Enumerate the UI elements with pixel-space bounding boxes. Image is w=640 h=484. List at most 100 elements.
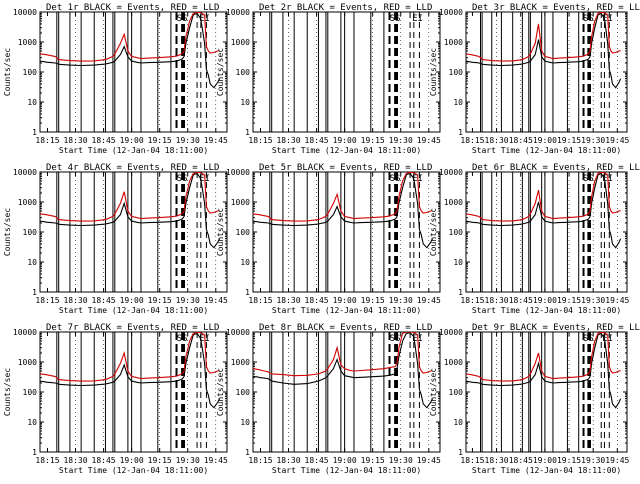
y-tick-label: 100 — [23, 388, 38, 397]
x-tick-label: 18:30 — [485, 296, 509, 305]
plot-frame — [252, 171, 441, 293]
y-tick-label: 10 — [453, 258, 463, 267]
panel-title: Det 5r BLACK = Events, RED = LLD — [259, 163, 432, 173]
y-axis-label: Counts/sec — [216, 48, 225, 96]
x-tick-label: 19:30 — [389, 456, 413, 465]
x-tick-label: 19:00 — [533, 296, 557, 305]
y-tick-label: 10000 — [13, 8, 37, 17]
x-tick-label: 18:30 — [485, 456, 509, 465]
x-tick-label: 18:30 — [276, 296, 300, 305]
plot-frame — [39, 331, 228, 453]
x-tick-label: 19:00 — [120, 296, 144, 305]
x-tick-label: 19:45 — [605, 136, 629, 145]
y-tick-label: 1 — [32, 288, 37, 297]
x-tick-label: 19:30 — [176, 136, 200, 145]
x-tick-label: 19:15 — [557, 456, 581, 465]
marker-ei: EI — [412, 14, 423, 24]
y-tick-label: 1 — [32, 448, 37, 457]
x-tick-label: 18:15 — [460, 136, 484, 145]
plot-frame — [465, 11, 628, 133]
x-tick-label: 19:30 — [581, 296, 605, 305]
x-tick-label: 18:45 — [509, 456, 533, 465]
lld-series-line — [253, 172, 433, 222]
events-series-line — [253, 332, 433, 409]
y-tick-label: 1000 — [231, 38, 250, 47]
lld-series-line — [40, 332, 220, 382]
lld-series-line — [40, 172, 220, 222]
x-tick-label: 18:15 — [35, 136, 59, 145]
events-series-line — [40, 172, 220, 249]
detector-panel-7: Det 7r BLACK = Events, RED = LLD 10000 100… — [3, 323, 228, 475]
panel-title: Det 3r BLACK = Events, RED = LLD — [472, 3, 640, 13]
x-axis-label: Start Time (12-Jan-04 18:11:00) — [59, 306, 208, 315]
y-axis-label: Counts/sec — [3, 368, 12, 416]
y-axis-label: Counts/sec — [3, 48, 12, 96]
x-tick-label: 18:45 — [305, 136, 329, 145]
panel-title: Det 4r BLACK = Events, RED = LLD — [46, 163, 219, 173]
x-tick-label: 19:45 — [605, 296, 629, 305]
x-tick-label: 19:00 — [533, 456, 557, 465]
x-tick-label: 18:30 — [63, 296, 87, 305]
y-tick-label: 100 — [236, 68, 251, 77]
x-tick-label: 19:15 — [361, 296, 385, 305]
y-axis-label: Counts/sec — [429, 208, 438, 256]
x-tick-label: 19:45 — [204, 296, 228, 305]
x-tick-label: 19:30 — [176, 296, 200, 305]
x-tick-label: 18:30 — [63, 136, 87, 145]
lld-series-line — [40, 12, 220, 62]
x-tick-label: 18:15 — [35, 456, 59, 465]
y-tick-label: 1000 — [231, 358, 250, 367]
plot-frame — [252, 331, 441, 453]
y-axis-label: Counts/sec — [429, 368, 438, 416]
y-tick-label: 100 — [449, 388, 464, 397]
x-tick-label: 19:00 — [120, 136, 144, 145]
events-series-line — [466, 12, 622, 89]
marker-ss: SS — [177, 14, 188, 24]
x-tick-label: 19:45 — [204, 456, 228, 465]
plot-frame — [252, 11, 441, 133]
x-tick-label: 18:15 — [248, 296, 272, 305]
y-tick-label: 10000 — [439, 168, 463, 177]
x-tick-label: 19:15 — [148, 136, 172, 145]
x-tick-label: 18:30 — [63, 456, 87, 465]
x-tick-label: 18:45 — [509, 136, 533, 145]
y-tick-label: 10 — [240, 418, 250, 427]
y-tick-label: 10000 — [13, 328, 37, 337]
y-tick-label: 1000 — [18, 198, 37, 207]
x-tick-label: 19:30 — [389, 136, 413, 145]
x-tick-label: 18:15 — [248, 136, 272, 145]
events-series-line — [466, 332, 622, 409]
lld-series-line — [466, 12, 621, 62]
x-tick-label: 19:30 — [581, 456, 605, 465]
x-tick-label: 18:15 — [35, 296, 59, 305]
y-tick-label: 100 — [449, 228, 464, 237]
y-tick-label: 10000 — [439, 328, 463, 337]
y-tick-label: 1 — [458, 288, 463, 297]
x-axis-label: Start Time (12-Jan-04 18:11:00) — [272, 466, 421, 475]
y-tick-label: 1 — [458, 448, 463, 457]
y-tick-label: 100 — [236, 228, 251, 237]
x-tick-label: 18:30 — [276, 456, 300, 465]
x-tick-label: 19:15 — [361, 456, 385, 465]
y-tick-label: 100 — [23, 228, 38, 237]
panel-title: Det 1r BLACK = Events, RED = LLD — [46, 3, 219, 13]
y-tick-label: 1 — [245, 448, 250, 457]
x-tick-label: 19:45 — [417, 456, 441, 465]
x-tick-label: 18:45 — [92, 136, 116, 145]
detector-panel-3: Det 3r BLACK = Events, RED = LLD 10000 100… — [429, 3, 640, 155]
detector-panel-4: Det 4r BLACK = Events, RED = LLD 10000 100… — [3, 163, 228, 315]
y-tick-label: 10000 — [226, 8, 250, 17]
x-tick-label: 19:30 — [581, 136, 605, 145]
x-axis-label: Start Time (12-Jan-04 18:11:00) — [59, 466, 208, 475]
lld-series-line — [253, 332, 433, 377]
x-axis-label: Start Time (12-Jan-04 18:11:00) — [272, 306, 421, 315]
x-tick-label: 19:45 — [417, 296, 441, 305]
y-tick-label: 1000 — [18, 358, 37, 367]
detector-panel-9: Det 9r BLACK = Events, RED = LLD 10000 100… — [429, 323, 640, 475]
x-tick-label: 19:45 — [417, 136, 441, 145]
x-tick-label: 18:45 — [92, 296, 116, 305]
x-tick-label: 19:00 — [120, 456, 144, 465]
x-tick-label: 19:45 — [605, 456, 629, 465]
panel-title: Det 8r BLACK = Events, RED = LLD — [259, 323, 432, 333]
